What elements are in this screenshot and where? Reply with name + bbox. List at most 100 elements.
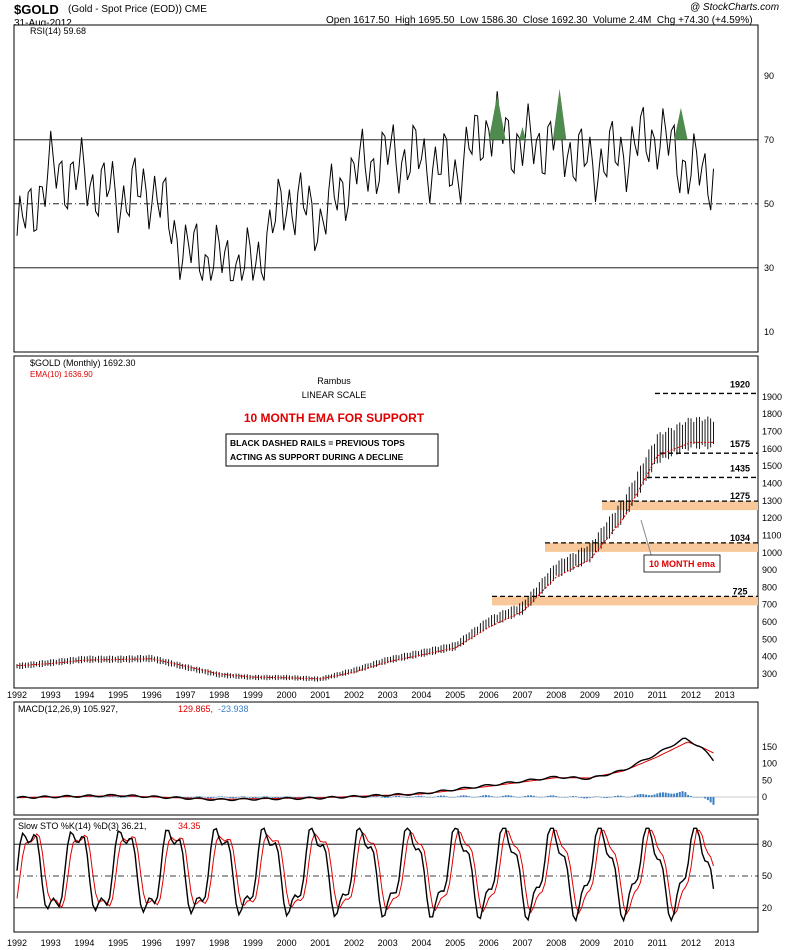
price-tick: 1800 (762, 409, 782, 419)
support-band (602, 501, 758, 511)
macd-line (16, 737, 715, 802)
macd-hist-bar (515, 796, 518, 798)
macd-hist-bar (445, 796, 448, 797)
macd-hist-bar (619, 795, 622, 797)
year-label-bottom: 2010 (614, 938, 634, 948)
macd-hist-bar (566, 797, 569, 798)
year-label-bottom: 2004 (411, 938, 431, 948)
macd-hist-bar (659, 792, 662, 797)
year-label-top: 2004 (411, 690, 431, 700)
macd-hist-bar (580, 797, 583, 798)
macd-hist-bar (549, 795, 552, 797)
macd-hist-bar (111, 795, 114, 797)
year-label-top: 2002 (344, 690, 364, 700)
macd-hist-bar (192, 797, 195, 798)
macd-hist-bar (459, 795, 462, 797)
sto-tick: 50 (762, 871, 772, 881)
macd-hist-bar (535, 796, 538, 798)
volume-value: 2.4M (629, 15, 652, 26)
price-tick: 1600 (762, 444, 782, 454)
headline: 10 MONTH EMA FOR SUPPORT (244, 411, 425, 425)
rsi-tick: 30 (764, 263, 774, 273)
note-box (225, 433, 439, 467)
macd-hist-bar (94, 797, 97, 798)
macd-hist-bar (288, 796, 291, 798)
macd-hist-bar (532, 795, 535, 797)
chg-value: +74.30 (+4.59%) (678, 15, 753, 26)
macd-hist-bar (597, 796, 600, 798)
note-line-2: ACTING AS SUPPORT DURING A DECLINE (230, 452, 404, 462)
macd-hist-bar (636, 794, 639, 797)
macd-hist-bar (397, 795, 400, 797)
macd-hist-bar (695, 797, 698, 798)
macd-hist-bar (249, 797, 252, 798)
macd-hist-bar (622, 796, 625, 797)
author-label: Rambus (317, 376, 351, 386)
macd-hist-bar (684, 792, 687, 797)
macd-hist-bar (482, 795, 485, 797)
symbol: $GOLD (14, 2, 59, 17)
sto-tick: 80 (762, 839, 772, 849)
year-label-bottom: 2001 (310, 938, 330, 948)
year-label-top: 2001 (310, 690, 330, 700)
macd-hist-bar (698, 797, 701, 798)
macd-hist-bar (572, 796, 575, 797)
macd-hist-bar (701, 797, 704, 798)
macd-hist-bar (423, 796, 426, 797)
rail-label: 1034 (730, 533, 750, 543)
rail-label: 1920 (730, 379, 750, 389)
year-label-top: 2007 (512, 690, 532, 700)
macd-hist-bar (690, 796, 692, 797)
rsi-overbought-fill (519, 127, 526, 140)
macd-hist-bar (479, 796, 482, 797)
macd-hist-bar (673, 793, 676, 797)
year-label-bottom: 2012 (681, 938, 701, 948)
panel-frame-price (13, 355, 759, 689)
macd-hist-bar (442, 795, 445, 797)
price-tick: 1100 (762, 530, 781, 540)
macd-hist-bar (198, 796, 201, 797)
rsi-overbought-fill (488, 95, 506, 140)
macd-hist-bar (426, 797, 429, 798)
macd-hist-bar (555, 795, 558, 797)
macd-hist-bar (633, 795, 636, 797)
sto-d-line (16, 829, 714, 916)
macd-hist-bar (608, 797, 611, 798)
macd-hist-bar (524, 795, 527, 797)
macd-hist-bar (552, 795, 555, 797)
price-tick: 900 (762, 565, 777, 575)
macd-hist-bar (501, 795, 504, 797)
macd-hist-bar (114, 796, 117, 797)
macd-hist-bar (108, 795, 111, 797)
macd-hist-value: -23.938 (218, 704, 249, 714)
macd-hist-bar (510, 795, 513, 797)
macd-hist-bar (706, 797, 709, 801)
macd-hist-bar (451, 797, 454, 798)
macd-hist-bar (414, 796, 417, 797)
macd-hist-bar (507, 795, 510, 797)
high-label: High (394, 15, 416, 26)
price-tick: 1700 (762, 427, 782, 437)
volume-label: Volume (592, 15, 627, 26)
macd-hist-bar (212, 797, 215, 798)
macd-legend: MACD(12,26,9) 105.927, (18, 704, 118, 714)
macd-hist-bar (487, 795, 490, 797)
macd-hist-bar (378, 796, 381, 797)
price-tick: 1500 (762, 461, 782, 471)
price-legend: $GOLD (Monthly) 1692.30 (30, 358, 136, 368)
macd-tick: 100 (762, 759, 777, 769)
macd-hist-bar (468, 796, 471, 797)
macd-tick: 0 (762, 792, 767, 802)
price-tick: 1000 (762, 548, 782, 558)
support-band (492, 596, 758, 606)
price-tick: 700 (762, 600, 777, 610)
macd-hist-bar (647, 795, 650, 797)
macd-hist-bar (285, 796, 288, 797)
macd-hist-bar (395, 795, 398, 797)
year-label-bottom: 2002 (344, 938, 364, 948)
macd-hist-bar (206, 797, 209, 799)
year-label-top: 1999 (243, 690, 263, 700)
year-label-top: 2000 (277, 690, 297, 700)
macd-hist-bar (664, 792, 667, 797)
